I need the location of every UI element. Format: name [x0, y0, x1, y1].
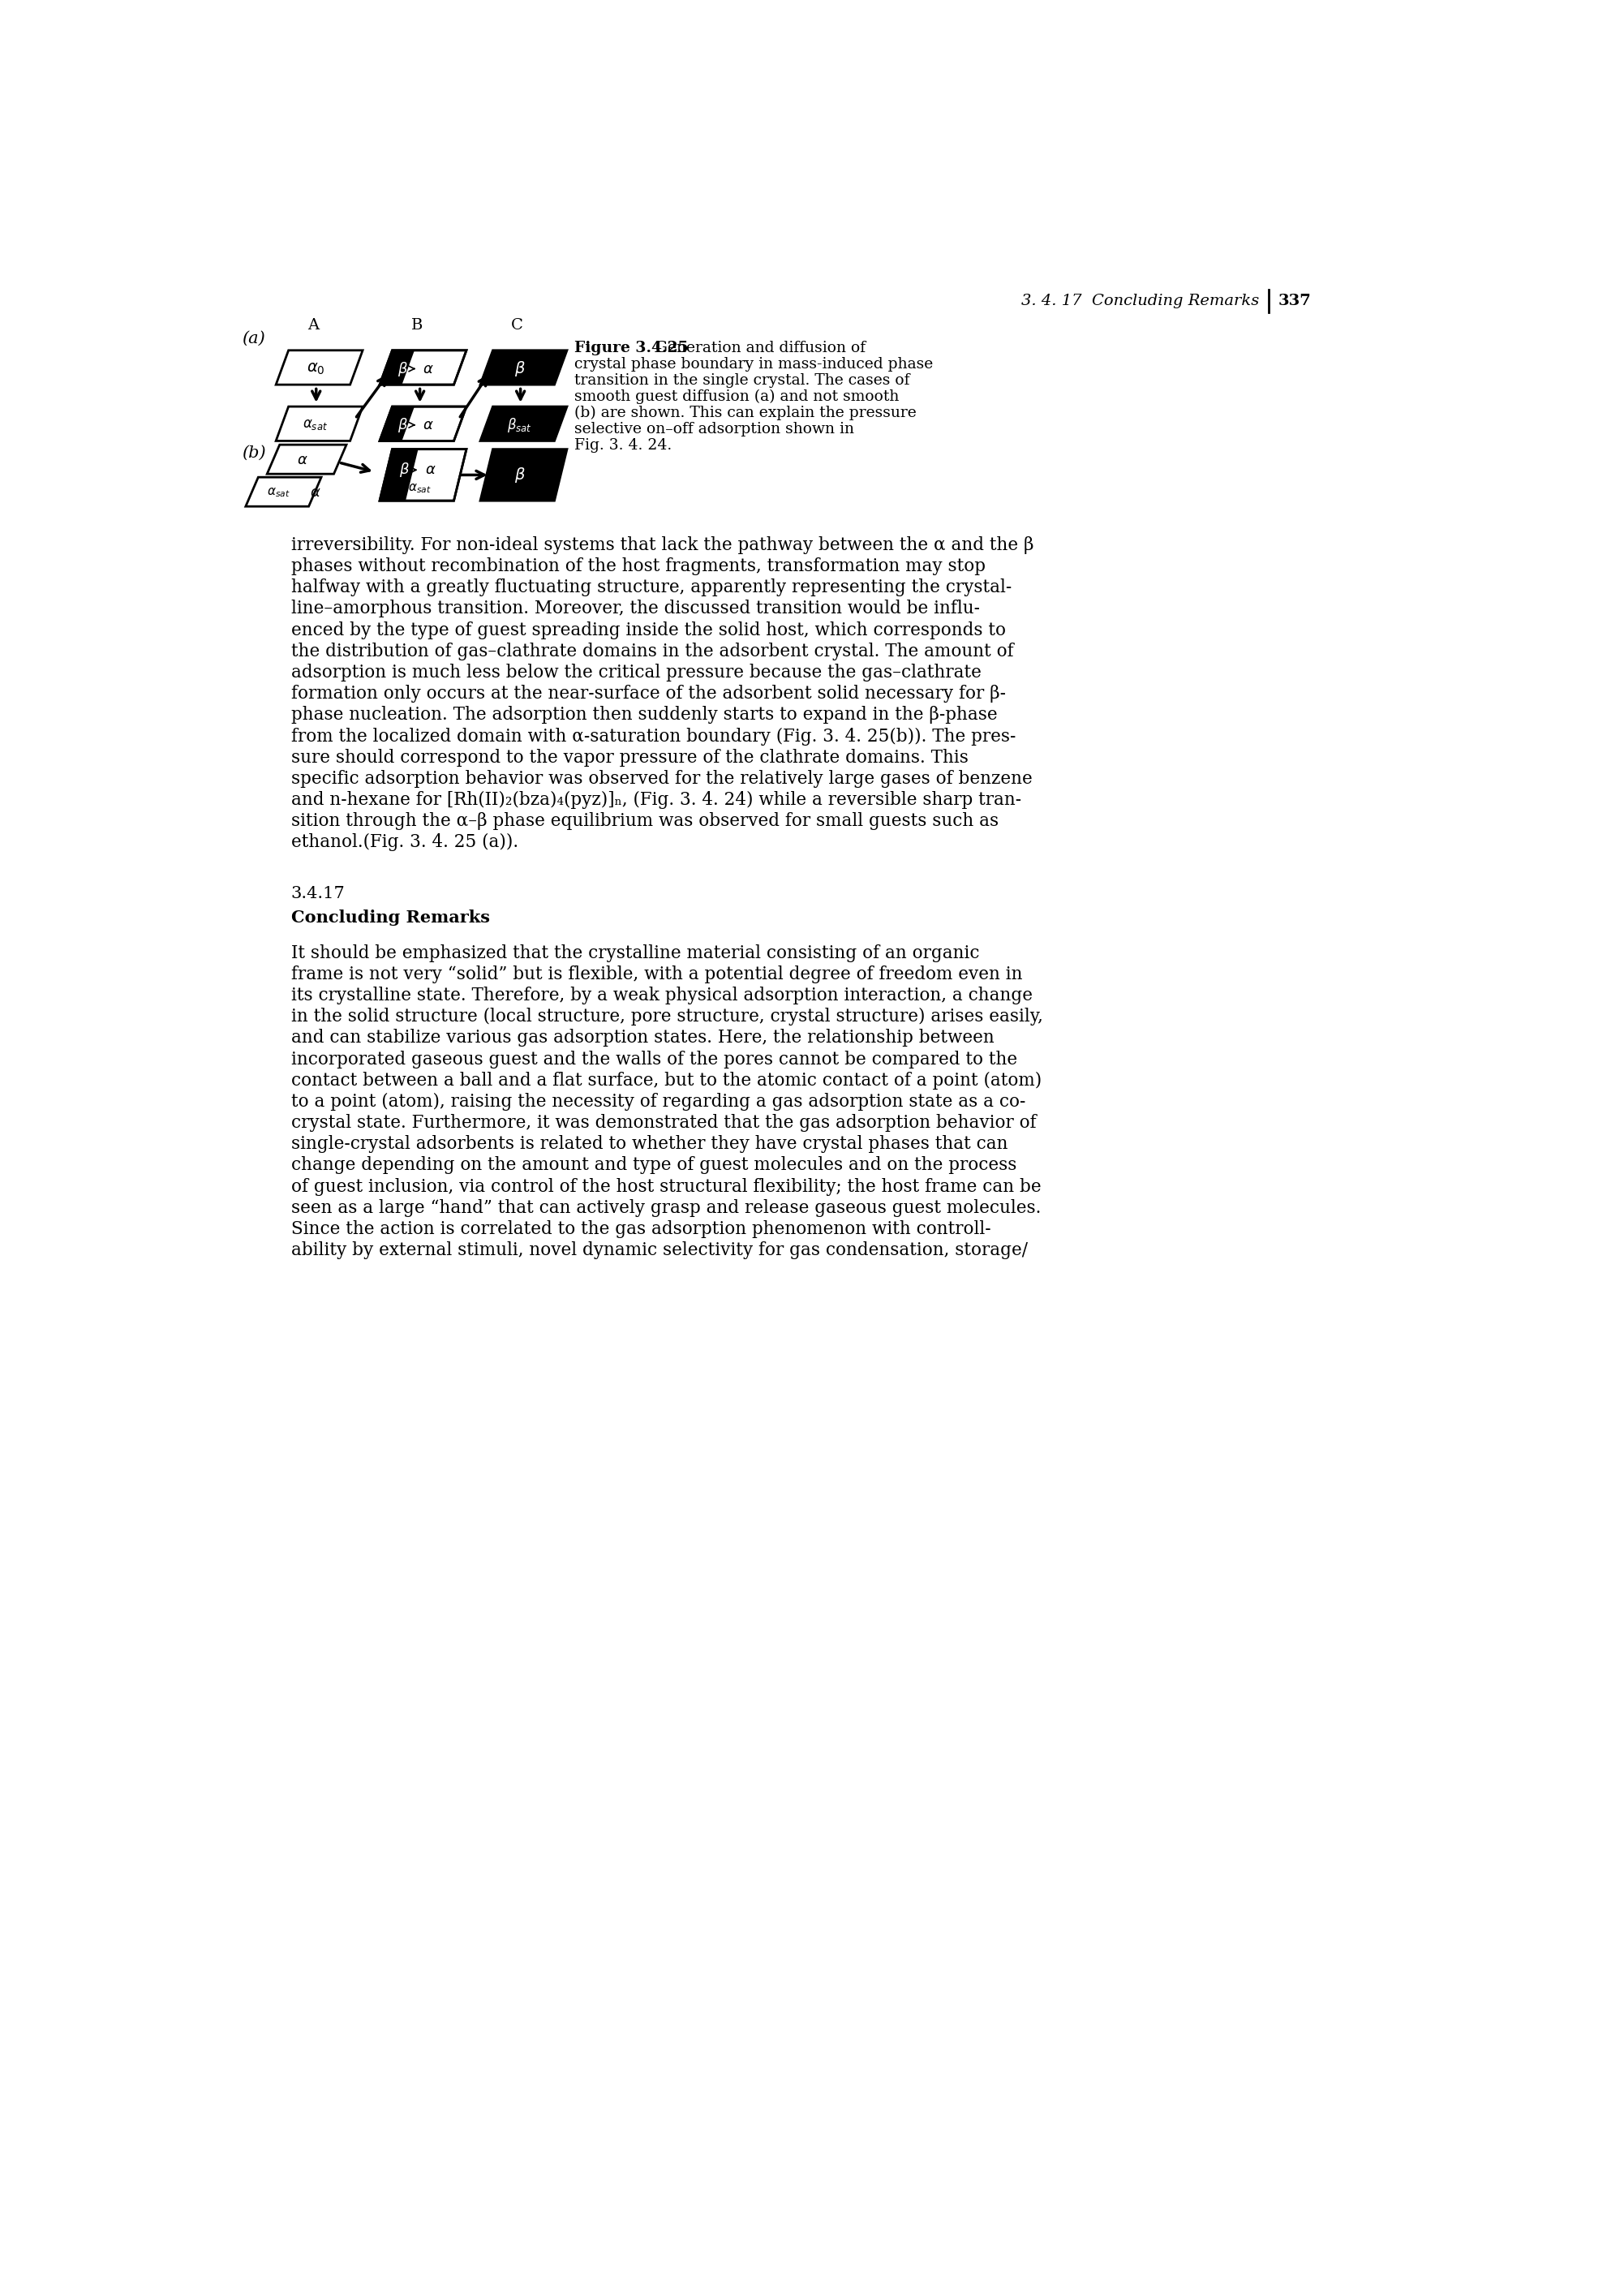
- Text: 3. 4. 17  Concluding Remarks: 3. 4. 17 Concluding Remarks: [1021, 293, 1259, 309]
- Text: ability by external stimuli, novel dynamic selectivity for gas condensation, sto: ability by external stimuli, novel dynam…: [291, 1242, 1028, 1258]
- Text: formation only occurs at the near-surface of the adsorbent solid necessary for β: formation only occurs at the near-surfac…: [291, 685, 1005, 704]
- Polygon shape: [380, 406, 414, 440]
- Text: It should be emphasized that the crystalline material consisting of an organic: It should be emphasized that the crystal…: [291, 944, 979, 963]
- Text: selective on–off adsorption shown in: selective on–off adsorption shown in: [573, 422, 854, 435]
- Text: C: C: [512, 319, 523, 332]
- Text: smooth guest diffusion (a) and not smooth: smooth guest diffusion (a) and not smoot…: [573, 390, 898, 403]
- Text: its crystalline state. Therefore, by a weak physical adsorption interaction, a c: its crystalline state. Therefore, by a w…: [291, 986, 1033, 1004]
- Text: $\alpha$: $\alpha$: [425, 463, 437, 477]
- Text: Since the action is correlated to the gas adsorption phenomenon with controll-: Since the action is correlated to the ga…: [291, 1219, 991, 1238]
- Text: (b): (b): [242, 445, 266, 461]
- Text: $\beta$: $\beta$: [515, 360, 526, 378]
- Text: Fig. 3. 4. 24.: Fig. 3. 4. 24.: [573, 438, 671, 454]
- Text: sition through the α–β phase equilibrium was observed for small guests such as: sition through the α–β phase equilibrium…: [291, 811, 999, 830]
- Text: in the solid structure (local structure, pore structure, crystal structure) aris: in the solid structure (local structure,…: [291, 1008, 1043, 1027]
- Polygon shape: [481, 449, 567, 500]
- Text: $\beta$: $\beta$: [515, 465, 526, 484]
- Text: single-crystal adsorbents is related to whether they have crystal phases that ca: single-crystal adsorbents is related to …: [291, 1135, 1009, 1153]
- Polygon shape: [380, 351, 414, 385]
- Text: frame is not very “solid” but is flexible, with a potential degree of freedom ev: frame is not very “solid” but is flexibl…: [291, 965, 1021, 983]
- Polygon shape: [380, 449, 466, 500]
- Text: crystal state. Furthermore, it was demonstrated that the gas adsorption behavior: crystal state. Furthermore, it was demon…: [291, 1114, 1036, 1132]
- Text: B: B: [411, 319, 422, 332]
- Polygon shape: [481, 406, 567, 440]
- Text: change depending on the amount and type of guest molecules and on the process: change depending on the amount and type …: [291, 1157, 1017, 1174]
- Text: $\alpha_{sat}$: $\alpha_{sat}$: [304, 417, 328, 431]
- Text: line–amorphous transition. Moreover, the discussed transition would be influ-: line–amorphous transition. Moreover, the…: [291, 601, 979, 619]
- Polygon shape: [380, 406, 466, 440]
- Text: crystal phase boundary in mass-induced phase: crystal phase boundary in mass-induced p…: [573, 358, 932, 371]
- Polygon shape: [481, 351, 567, 385]
- Text: from the localized domain with α-saturation boundary (Fig. 3. 4. 25(b)). The pre: from the localized domain with α-saturat…: [291, 727, 1015, 745]
- Text: irreversibility. For non-ideal systems that lack the pathway between the α and t: irreversibility. For non-ideal systems t…: [291, 536, 1033, 555]
- Text: $\beta$: $\beta$: [398, 417, 408, 433]
- Text: ethanol.(Fig. 3. 4. 25 (a)).: ethanol.(Fig. 3. 4. 25 (a)).: [291, 834, 518, 850]
- Text: $\beta$: $\beta$: [398, 360, 408, 378]
- Text: $\alpha_{sat}$: $\alpha_{sat}$: [266, 486, 291, 500]
- Text: to a point (atom), raising the necessity of regarding a gas adsorption state as : to a point (atom), raising the necessity…: [291, 1093, 1025, 1112]
- Text: enced by the type of guest spreading inside the solid host, which corresponds to: enced by the type of guest spreading ins…: [291, 621, 1005, 639]
- Text: Concluding Remarks: Concluding Remarks: [291, 910, 490, 926]
- Text: halfway with a greatly fluctuating structure, apparently representing the crysta: halfway with a greatly fluctuating struc…: [291, 578, 1012, 596]
- Text: A: A: [307, 319, 318, 332]
- Text: seen as a large “hand” that can actively grasp and release gaseous guest molecul: seen as a large “hand” that can actively…: [291, 1199, 1041, 1217]
- Polygon shape: [276, 406, 362, 440]
- Text: $\alpha$: $\alpha$: [422, 417, 434, 433]
- Text: adsorption is much less below the critical pressure because the gas–clathrate: adsorption is much less below the critic…: [291, 665, 981, 681]
- Text: specific adsorption behavior was observed for the relatively large gases of benz: specific adsorption behavior was observe…: [291, 770, 1033, 788]
- Text: $\beta$: $\beta$: [400, 461, 409, 479]
- Text: 337: 337: [1278, 293, 1311, 309]
- Text: 3.4.17: 3.4.17: [291, 887, 346, 901]
- Text: and can stabilize various gas adsorption states. Here, the relationship between: and can stabilize various gas adsorption…: [291, 1029, 994, 1047]
- Text: transition in the single crystal. The cases of: transition in the single crystal. The ca…: [573, 374, 909, 387]
- Text: of guest inclusion, via control of the host structural flexibility; the host fra: of guest inclusion, via control of the h…: [291, 1178, 1041, 1196]
- Polygon shape: [266, 445, 346, 474]
- Text: the distribution of gas–clathrate domains in the adsorbent crystal. The amount o: the distribution of gas–clathrate domain…: [291, 642, 1013, 660]
- Text: phases without recombination of the host fragments, transformation may stop: phases without recombination of the host…: [291, 557, 986, 575]
- Text: (a): (a): [242, 330, 265, 346]
- Text: $\beta_{sat}$: $\beta_{sat}$: [507, 417, 533, 433]
- Text: Generation and diffusion of: Generation and diffusion of: [656, 342, 866, 355]
- Text: (b) are shown. This can explain the pressure: (b) are shown. This can explain the pres…: [573, 406, 916, 419]
- Text: sure should correspond to the vapor pressure of the clathrate domains. This: sure should correspond to the vapor pres…: [291, 749, 968, 766]
- Text: phase nucleation. The adsorption then suddenly starts to expand in the β-phase: phase nucleation. The adsorption then su…: [291, 706, 997, 724]
- Text: $\alpha_{sat}$: $\alpha_{sat}$: [408, 481, 432, 495]
- Text: $\alpha_0$: $\alpha_0$: [307, 362, 325, 376]
- Polygon shape: [380, 449, 419, 500]
- Text: $\alpha$: $\alpha$: [422, 362, 434, 376]
- Text: contact between a ball and a flat surface, but to the atomic contact of a point : contact between a ball and a flat surfac…: [291, 1073, 1041, 1089]
- Text: incorporated gaseous guest and the walls of the pores cannot be compared to the: incorporated gaseous guest and the walls…: [291, 1050, 1017, 1068]
- Polygon shape: [276, 351, 362, 385]
- Polygon shape: [380, 351, 466, 385]
- Text: and n-hexane for [Rh(II)₂(bza)₄(pyz)]ₙ, (Fig. 3. 4. 24) while a reversible sharp: and n-hexane for [Rh(II)₂(bza)₄(pyz)]ₙ, …: [291, 791, 1021, 809]
- Text: Figure 3.4.25: Figure 3.4.25: [573, 342, 693, 355]
- Polygon shape: [245, 477, 322, 507]
- Text: $\alpha$: $\alpha$: [297, 452, 309, 468]
- Text: $\alpha$: $\alpha$: [310, 486, 320, 500]
